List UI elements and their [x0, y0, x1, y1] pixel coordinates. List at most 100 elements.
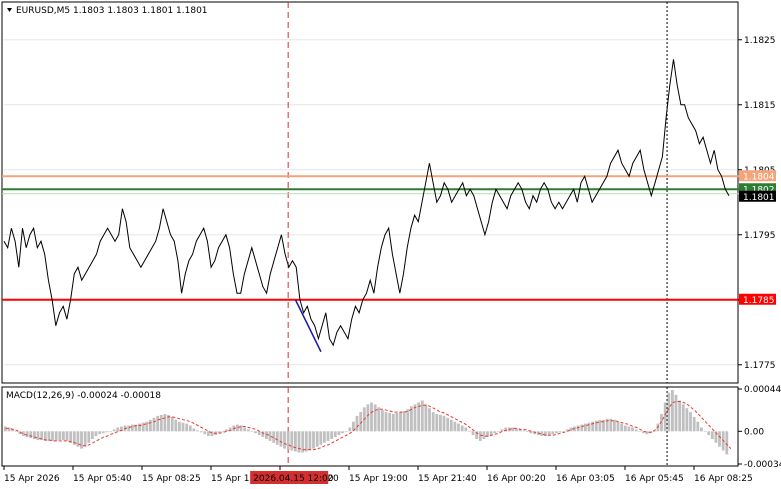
macd-bar	[170, 416, 174, 432]
macd-bar	[547, 431, 551, 436]
macd-bar	[279, 431, 283, 447]
macd-bar	[207, 431, 210, 437]
macd-bar	[522, 430, 526, 432]
macd-bar	[51, 431, 54, 441]
macd-bar	[703, 431, 707, 432]
time-axis-label: 15 Apr 13:40	[211, 474, 270, 484]
macd-bar	[319, 431, 323, 445]
macd-axis[interactable]: 0.00044 0.00 -0.00034	[738, 385, 781, 470]
macd-bar	[29, 431, 33, 438]
macd-bar	[149, 419, 152, 432]
macd-bar	[185, 423, 189, 432]
trendline[interactable]	[294, 299, 322, 353]
macd-bar	[460, 425, 464, 432]
macd-bar	[406, 409, 410, 432]
macd-bar	[301, 431, 305, 453]
macd-bar	[707, 431, 711, 436]
macd-bar	[297, 431, 301, 453]
macd-bar	[475, 431, 479, 439]
macd-bar	[417, 402, 421, 432]
macd-bar	[384, 412, 388, 432]
macd-bar	[275, 431, 279, 445]
macd-bar	[286, 431, 290, 450]
macd-bar	[188, 425, 192, 432]
macd-bar	[671, 390, 674, 432]
macd-bar	[217, 431, 221, 434]
macd-bar	[482, 431, 486, 439]
macd-bar	[518, 429, 522, 432]
macd-bar	[388, 413, 392, 432]
level-price-tag[interactable]	[739, 293, 776, 305]
price-axis[interactable]: 1.18251.18151.18051.17951.17851.17751.17…	[738, 36, 776, 371]
macd-bar	[634, 429, 638, 432]
macd-bar	[101, 431, 105, 434]
macd-bar	[203, 431, 207, 435]
macd-bar	[196, 430, 199, 432]
macd-bar	[337, 431, 341, 436]
horizontal-levels[interactable]	[2, 175, 739, 301]
macd-bar	[576, 425, 580, 432]
macd-bar	[565, 429, 569, 432]
macd-bar	[631, 427, 634, 432]
level-price-tag[interactable]	[739, 170, 776, 182]
vertical-markers	[287, 2, 668, 383]
current-price-tag[interactable]	[739, 190, 776, 202]
macd-bar	[181, 422, 185, 432]
macd-bar	[199, 431, 203, 433]
cursor-time-label: 2026.04.15 12:00	[253, 474, 334, 484]
macd-bar	[116, 427, 120, 432]
price-axis-label: 1.1815	[744, 101, 776, 111]
price-panel[interactable]: EURUSD,M5 1.1803 1.1803 1.1801 1.1801	[1, 1, 739, 384]
macd-bar	[718, 431, 721, 447]
macd-bar	[489, 431, 493, 436]
macd-bar	[36, 431, 40, 440]
macd-bar	[402, 411, 406, 432]
current-price-label: 1.1801	[743, 193, 775, 203]
chart-title: EURUSD,M5 1.1803 1.1803 1.1801 1.1801	[16, 6, 208, 16]
macd-bar	[424, 404, 428, 432]
price-line	[3, 59, 730, 347]
macd-bar	[268, 431, 272, 441]
macd-bar	[551, 431, 555, 435]
macd-bar	[373, 404, 377, 432]
macd-bar	[47, 431, 51, 441]
macd-bar	[660, 414, 663, 432]
time-axis[interactable]: 15 Apr 2026 15 Apr 05:40 15 Apr 08:25 15 Ap…	[3, 466, 753, 484]
macd-bar	[605, 418, 609, 432]
macd-bar	[323, 431, 326, 443]
time-axis-label: 15 Apr 2026	[4, 474, 60, 484]
macd-bar	[435, 414, 439, 432]
macd-bar	[250, 431, 254, 432]
macd-bar	[14, 431, 18, 432]
macd-bar	[457, 423, 460, 432]
macd-bar	[725, 431, 729, 455]
triangle-down-icon[interactable]	[7, 8, 12, 12]
macd-bar	[569, 427, 573, 432]
macd-bar	[504, 427, 508, 432]
macd-bar	[540, 431, 544, 437]
level-price-tag[interactable]	[739, 183, 776, 195]
macd-bar	[609, 418, 613, 432]
price-series-line	[3, 59, 730, 347]
macd-bar	[22, 431, 25, 437]
time-axis-label: 15 Apr 19:00	[349, 474, 408, 484]
cursor-time-tag[interactable]	[250, 471, 329, 484]
macd-bar	[156, 415, 160, 432]
macd-bar	[54, 431, 58, 441]
macd-bar	[381, 410, 384, 432]
macd-panel[interactable]: MACD(12,26,9) -0.00024 -0.00018	[1, 386, 739, 467]
macd-bar	[377, 407, 381, 432]
macd-bar	[544, 431, 547, 437]
trend-segment[interactable]	[294, 299, 322, 353]
macd-bar	[167, 415, 170, 432]
macd-bar	[486, 431, 489, 438]
macd-bar	[529, 431, 533, 434]
level-price-label: 1.1804	[743, 172, 775, 182]
macd-bar	[696, 421, 700, 432]
price-axis-label: 1.1775	[744, 361, 776, 371]
macd-vertical-markers	[287, 387, 668, 466]
macd-bar	[442, 415, 446, 432]
macd-bar	[446, 417, 450, 432]
macd-bar	[352, 421, 355, 432]
